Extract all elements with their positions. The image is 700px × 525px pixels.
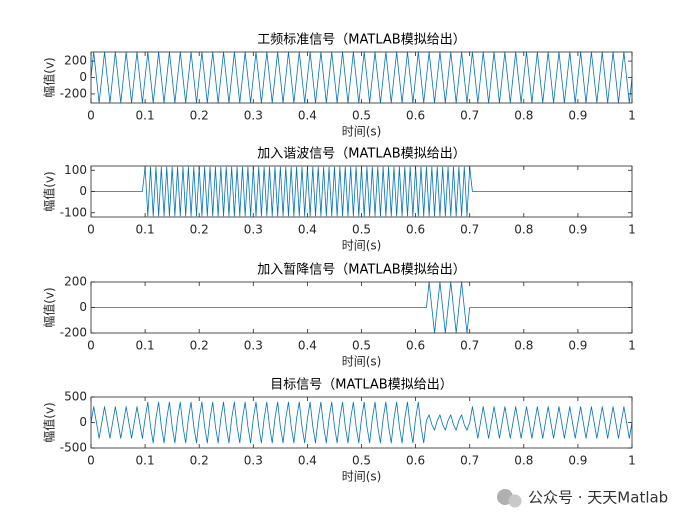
y-tick-label: -100 (60, 205, 87, 219)
x-tick-label: 1 (628, 339, 636, 353)
x-tick-label: 0.1 (136, 109, 155, 123)
x-tick-label: 0.9 (568, 339, 587, 353)
plot-area (91, 397, 632, 448)
x-tick-label: 0.6 (406, 454, 425, 468)
y-tick-label: 200 (64, 275, 87, 289)
chart-title: 工频标准信号（MATLAB模拟给出） (257, 33, 465, 48)
subplot: 0 0.1 0.2 0.3 0.4 0.5 0.6 0.7 0.8 0.9 1-2000200工频标… (42, 33, 636, 139)
x-tick-label: 0 (87, 109, 95, 123)
x-tick-label: 1 (628, 109, 636, 123)
subplot: 0 0.1 0.2 0.3 0.4 0.5 0.6 0.7 0.8 0.9 1-5000500目标信… (42, 378, 636, 484)
x-tick-label: 0 (87, 454, 95, 468)
signal-line (90, 51, 633, 104)
y-tick-label: 200 (64, 54, 87, 68)
x-tick-label: 0.8 (514, 454, 533, 468)
x-tick-label: 0.5 (352, 454, 371, 468)
y-tick-label: 100 (64, 163, 87, 177)
x-tick-label: 0.4 (298, 223, 317, 237)
x-tick-label: 0.7 (460, 454, 479, 468)
chart-title: 加入暂降信号（MATLAB模拟给出） (257, 263, 465, 278)
x-tick-label: 0.5 (352, 223, 371, 237)
y-tick-label: 0 (79, 70, 87, 84)
y-tick-label: -200 (60, 326, 87, 340)
y-axis-label: 幅值(v) (42, 287, 57, 327)
x-tick-label: 0.1 (136, 223, 155, 237)
y-tick-label: 0 (79, 184, 87, 198)
y-axis-label: 幅值(v) (42, 171, 57, 211)
watermark: 公众号 · 天天Matlab (528, 489, 668, 507)
subplot: 0 0.1 0.2 0.3 0.4 0.5 0.6 0.7 0.8 0.9 1-2000200加入暂… (42, 263, 636, 369)
x-tick-label: 0.8 (514, 223, 533, 237)
x-axis-label: 时间(s) (342, 239, 382, 253)
x-tick-label: 0.8 (514, 109, 533, 123)
x-tick-label: 0.6 (406, 223, 425, 237)
x-tick-label: 0.2 (190, 109, 209, 123)
x-tick-label: 0.9 (568, 454, 587, 468)
x-tick-label: 0.2 (190, 339, 209, 353)
y-tick-label: 0 (79, 415, 87, 429)
x-tick-label: 0.9 (568, 109, 587, 123)
x-tick-label: 0.6 (406, 109, 425, 123)
x-tick-label: 1 (628, 223, 636, 237)
chart-title: 目标信号（MATLAB模拟给出） (270, 378, 452, 393)
x-tick-label: 0.7 (460, 109, 479, 123)
x-tick-label: 0.5 (352, 109, 371, 123)
y-axis-label: 幅值(v) (42, 402, 57, 442)
x-tick-label: 0.7 (460, 339, 479, 353)
x-tick-label: 0.2 (190, 454, 209, 468)
y-tick-label: -200 (60, 86, 87, 100)
x-tick-label: 0.3 (244, 454, 263, 468)
x-tick-label: 0.4 (298, 339, 317, 353)
x-tick-label: 0.6 (406, 339, 425, 353)
y-tick-label: 0 (79, 300, 87, 314)
x-axis-label: 时间(s) (342, 470, 382, 484)
x-tick-label: 0.4 (298, 454, 317, 468)
signal-line (90, 401, 633, 444)
subplot: 0 0.1 0.2 0.3 0.4 0.5 0.6 0.7 0.8 0.9 1-1000100加入谐… (42, 147, 636, 253)
x-tick-label: 0.4 (298, 109, 317, 123)
x-tick-label: 0.1 (136, 454, 155, 468)
y-tick-label: -500 (60, 441, 87, 455)
x-tick-label: 0.3 (244, 223, 263, 237)
x-tick-label: 0.7 (460, 223, 479, 237)
y-tick-label: 500 (64, 390, 87, 404)
y-axis-label: 幅值(v) (42, 57, 57, 97)
x-tick-label: 0.9 (568, 223, 587, 237)
watermark-icon (497, 489, 522, 508)
x-tick-label: 1 (628, 454, 636, 468)
x-tick-label: 0.3 (244, 339, 263, 353)
signal-line (91, 281, 632, 334)
x-tick-label: 0.8 (514, 339, 533, 353)
x-tick-label: 0.5 (352, 339, 371, 353)
x-axis-label: 时间(s) (342, 125, 382, 139)
x-tick-label: 0 (87, 339, 95, 353)
chart-title: 加入谐波信号（MATLAB模拟给出） (257, 147, 465, 162)
x-axis-label: 时间(s) (342, 355, 382, 369)
x-tick-label: 0.3 (244, 109, 263, 123)
x-tick-label: 0.2 (190, 223, 209, 237)
x-tick-label: 0 (87, 223, 95, 237)
x-tick-label: 0.1 (136, 339, 155, 353)
